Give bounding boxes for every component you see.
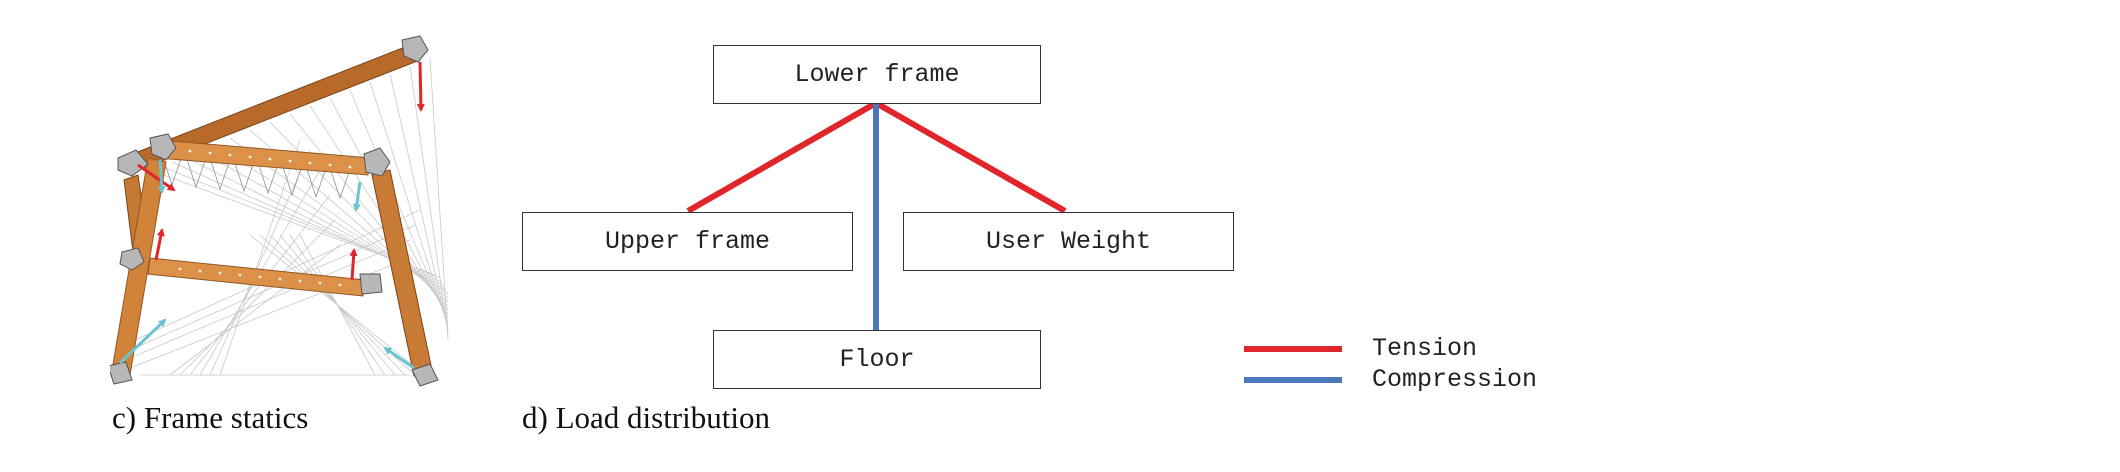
frame-statics-illustration [107, 35, 449, 387]
tension-link-upper-frame [686, 100, 878, 214]
frame-joints [107, 35, 439, 387]
frame-statics-caption: c) Frame statics [112, 400, 309, 435]
frame-statics-panel [107, 30, 450, 400]
load-distribution-caption: d) Load distribution [522, 400, 770, 435]
node-lower-frame: Lower frame [713, 45, 1041, 104]
node-user-weight: User Weight [903, 212, 1234, 271]
node-floor: Floor [713, 330, 1041, 389]
lower-cross-bar [147, 257, 366, 297]
legend-tension-label: Tension [1372, 334, 1478, 363]
legend-compression-swatch [1244, 377, 1342, 383]
legend-compression-label: Compression [1372, 365, 1538, 394]
legend-tension-swatch [1244, 346, 1342, 352]
node-upper-frame: Upper frame [522, 212, 853, 271]
force-arrows [118, 61, 425, 370]
bar-holes [178, 149, 352, 287]
tension-link-user-weight [874, 100, 1067, 214]
